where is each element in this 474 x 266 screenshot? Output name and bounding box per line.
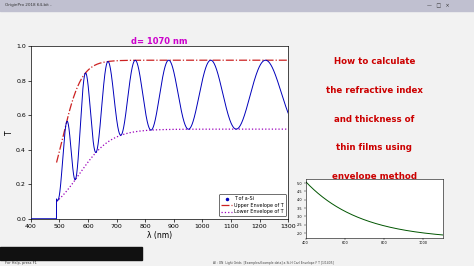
Bar [0, 247, 142, 260]
Text: envelope method: envelope method [332, 172, 417, 181]
Text: thin films using: thin films using [336, 143, 412, 152]
Text: How to calculate: How to calculate [334, 57, 415, 66]
Title: d= 1070 nm: d= 1070 nm [131, 37, 188, 46]
Text: and thickness of: and thickness of [334, 115, 414, 124]
Text: For Help, press F1: For Help, press F1 [5, 261, 36, 265]
Bar [0, 0, 474, 11]
Legend: T of a-Si, Upper Envelope of T, Lower Envelope of T: T of a-Si, Upper Envelope of T, Lower En… [219, 194, 286, 216]
Y-axis label: T: T [5, 130, 14, 135]
Text: AI : ON  Light Grids  [Examples/Example data] a-Si-H Carl Envelope F T [1/1405]: AI : ON Light Grids [Examples/Example da… [213, 261, 334, 265]
X-axis label: λ (nm): λ (nm) [147, 231, 172, 240]
Text: OriginPro 2018 64-bit -: OriginPro 2018 64-bit - [5, 3, 51, 7]
Text: —   □   ×: — □ × [427, 3, 449, 8]
Text: the refractive index: the refractive index [326, 86, 423, 95]
